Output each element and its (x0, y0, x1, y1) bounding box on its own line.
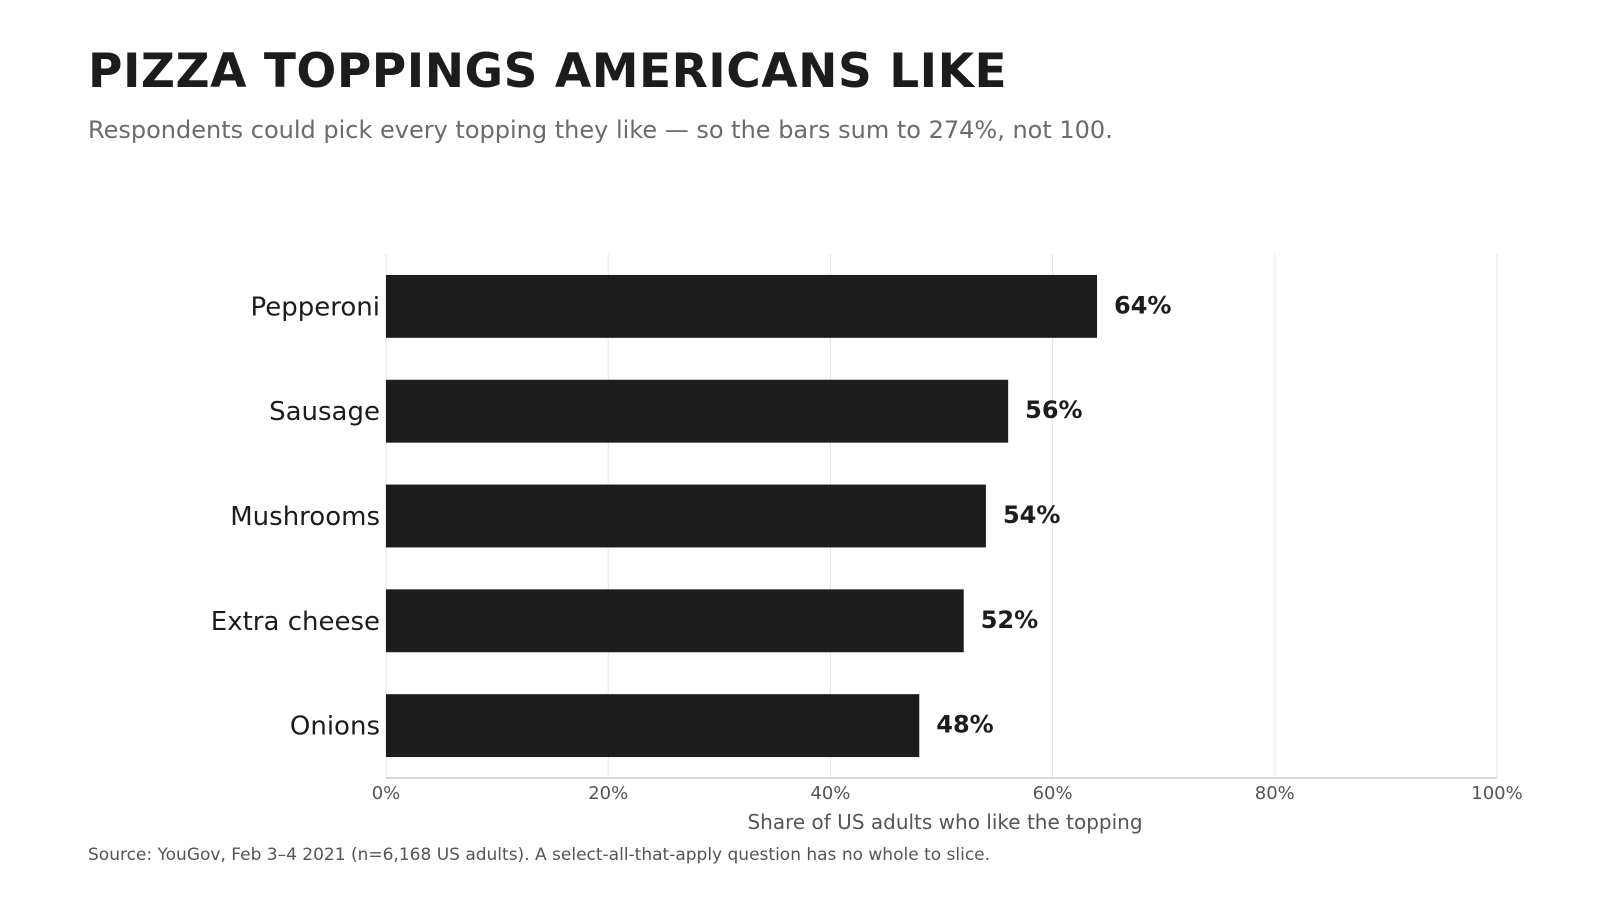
category-label: Onions (290, 712, 380, 742)
chart-title: PIZZA TOPPINGS AMERICANS LIKE (88, 44, 1008, 99)
bar-mushrooms (386, 484, 986, 548)
value-label: 54% (1003, 501, 1060, 529)
x-tick-label: 100% (1471, 783, 1522, 804)
source-note: Source: YouGov, Feb 3–4 2021 (n=6,168 US… (88, 845, 991, 865)
x-tick-label: 60% (1033, 783, 1073, 804)
bar-pepperoni (386, 274, 1098, 338)
bar-extra-cheese (386, 589, 964, 653)
category-labels: Pepperoni Sausage Mushrooms Extra cheese Oni… (211, 292, 380, 741)
category-label: Sausage (269, 397, 380, 427)
bar-sausage (386, 379, 1009, 443)
x-tick-label: 40% (810, 783, 850, 804)
category-label: Mushrooms (230, 502, 380, 532)
x-axis: 0% 20% 40% 60% 80% 100% (372, 777, 1523, 804)
chart-subtitle: Respondents could pick every topping the… (88, 116, 1113, 144)
x-tick-label: 80% (1255, 783, 1295, 804)
category-label: Pepperoni (251, 292, 380, 322)
value-labels: 64% 56% 54% 52% 48% (936, 291, 1171, 738)
value-label: 64% (1114, 291, 1171, 319)
category-label: Extra cheese (211, 607, 380, 637)
value-label: 52% (981, 606, 1038, 634)
x-axis-title: Share of US adults who like the topping (747, 810, 1142, 834)
bars (386, 274, 1098, 758)
bar-onions (386, 694, 920, 758)
value-label: 48% (936, 711, 993, 739)
value-label: 56% (1025, 396, 1082, 424)
x-tick-label: 0% (372, 783, 401, 804)
x-tick-label: 20% (588, 783, 628, 804)
